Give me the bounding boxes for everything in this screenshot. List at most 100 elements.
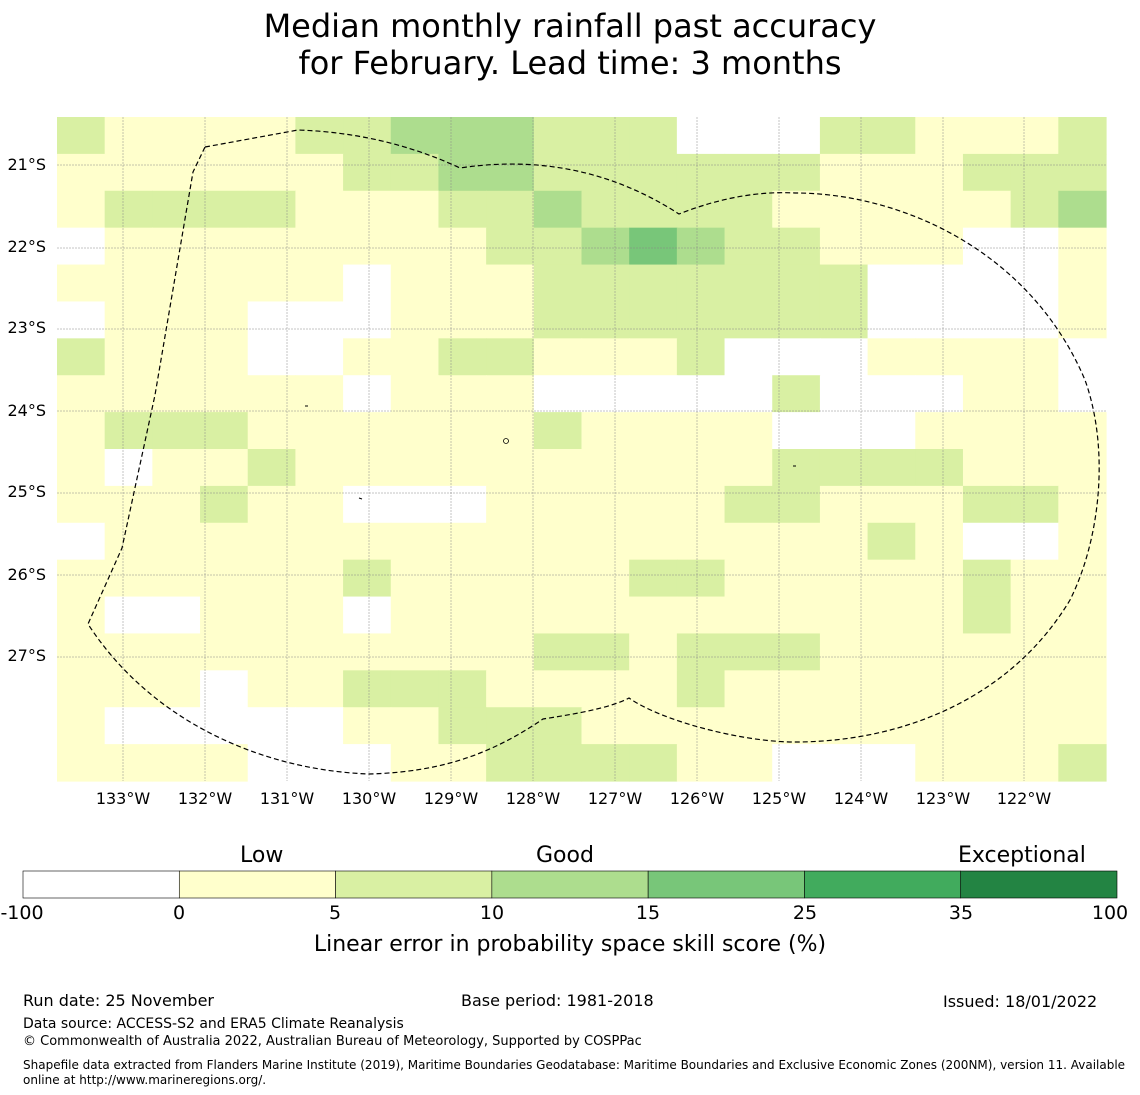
grid-cell [200,117,249,155]
grid-cell [819,485,869,524]
grid-cell [867,301,916,339]
grid-cell [867,375,916,413]
grid-cell [438,190,487,229]
grid-cell [915,190,964,229]
grid-cell [152,190,201,229]
grid-cell [629,153,678,192]
grid-cell [724,633,773,671]
lat-label-22s: 22°S [7,237,46,256]
grid-cell [152,633,201,671]
copyright: © Commonwealth of Australia 2022, Austra… [23,1034,642,1049]
grid-cell [57,227,106,266]
grid-cell [152,412,201,450]
grid-cell [104,633,153,671]
grid-cell [962,338,1012,376]
grid-cell [962,412,1012,450]
grid-cell [867,744,916,782]
grid-cell [486,301,535,339]
grid-cell [486,559,535,598]
lat-label-27s: 27°S [7,646,46,665]
grid-cell [962,596,1012,635]
grid-cell [915,301,964,339]
grid-cell [295,485,344,524]
grid-cell [724,227,773,266]
grid-cell [724,301,773,339]
grid-cell [724,596,773,635]
grid-cell [867,522,916,561]
grid-cell [247,301,297,339]
grid-cell [629,522,678,561]
lon-label-131w: 131°W [259,789,315,808]
grid-cell [724,744,773,782]
grid-cell [247,633,297,671]
grid-cell [200,670,249,708]
grid-cell [104,190,153,229]
colorbar-tick: -100 [0,902,44,924]
grid-cell [581,485,630,524]
grid-cell [57,117,106,155]
grid-cell [390,744,440,782]
grid-cell [1058,559,1107,598]
colorbar-tick: 25 [792,902,818,924]
grid-cell [295,375,344,413]
grid-cell [343,153,392,192]
grid-cell [104,707,153,745]
grid-cell [200,190,249,229]
grid-cell [295,338,344,376]
grid-cell [724,522,773,561]
grid-cell [486,264,535,303]
grid-cell [915,449,964,487]
grid-cell [57,449,106,487]
grid-cell [581,412,630,450]
grid-cell [247,596,297,635]
grid-cell [772,227,821,266]
grid-cell [962,117,1012,155]
grid-cell [915,264,964,303]
grid-cell [629,412,678,450]
grid-cell [1058,707,1107,745]
grid-cell [533,596,583,635]
grid-cell [819,522,869,561]
grid-cell [629,670,678,708]
grid-cell [962,707,1012,745]
grid-cell [629,117,678,155]
grid-cell [533,117,583,155]
grid-cell [104,117,153,155]
grid-cell [152,227,201,266]
grid-cell [533,301,583,339]
grid-cell [772,596,821,635]
grid-cell [152,449,201,487]
lat-label-25s: 25°S [7,482,46,501]
shapefile-credit: Shapefile data extracted from Flanders M… [23,1058,1126,1087]
grid-cell [390,522,440,561]
grid-cell [438,559,487,598]
grid-cell [772,190,821,229]
grid-cell [533,412,583,450]
lat-label-23s: 23°S [7,318,46,337]
grid-cell [438,633,487,671]
grid-cell [819,375,869,413]
grid-cell [295,449,344,487]
grid-cell [533,522,583,561]
base-period: Base period: 1981-2018 [461,991,654,1010]
grid-cell [57,744,106,782]
grid-cell [676,633,726,671]
grid-cell [1010,485,1059,524]
grid-cell [200,227,249,266]
grid-cell [390,190,440,229]
grid-cell [819,633,869,671]
grid-cell [1058,264,1107,303]
grid-cell [57,153,106,192]
grid-cell [486,744,535,782]
grid-cell [772,707,821,745]
grid-cell [390,117,440,155]
grid-cell [152,744,201,782]
grid-cell [867,633,916,671]
grid-cell [724,412,773,450]
grid-cell [772,670,821,708]
grid-cell [438,596,487,635]
grid-cell [629,338,678,376]
grid-cell [57,485,106,524]
grid-cell [1010,707,1059,745]
